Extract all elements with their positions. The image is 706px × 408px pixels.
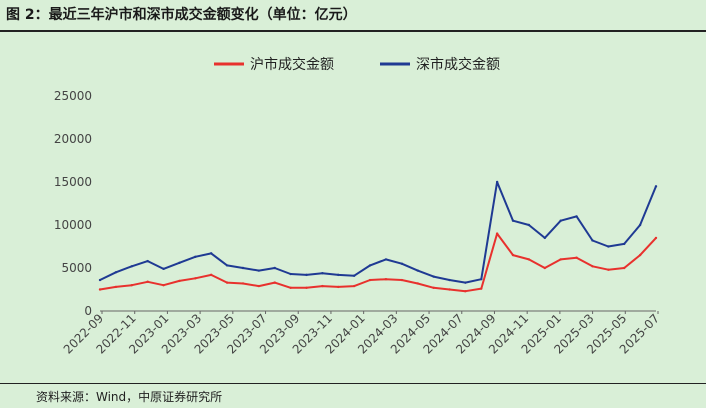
data-point bbox=[638, 253, 642, 257]
top-rule bbox=[0, 30, 706, 32]
data-point bbox=[289, 272, 292, 276]
data-point bbox=[241, 266, 245, 270]
data-point bbox=[98, 278, 102, 282]
data-point bbox=[654, 185, 658, 188]
data-point bbox=[559, 219, 562, 222]
data-point bbox=[241, 282, 245, 285]
data-point bbox=[575, 215, 578, 218]
data-point bbox=[543, 266, 546, 270]
data-point bbox=[368, 278, 372, 282]
data-point bbox=[432, 275, 435, 278]
legend-label-1: 深市成交金额 bbox=[416, 56, 500, 73]
data-point bbox=[368, 264, 372, 267]
data-point bbox=[162, 267, 165, 271]
data-point bbox=[194, 255, 197, 259]
y-tick-label: 15000 bbox=[54, 175, 92, 189]
data-point bbox=[98, 288, 102, 291]
data-point bbox=[162, 284, 165, 287]
data-point bbox=[305, 273, 308, 277]
data-point bbox=[480, 277, 483, 281]
data-point bbox=[527, 223, 531, 227]
data-point bbox=[607, 245, 610, 248]
data-point bbox=[146, 259, 149, 263]
data-point bbox=[130, 265, 133, 268]
bottom-rule bbox=[0, 383, 706, 384]
data-point bbox=[384, 258, 388, 261]
data-point bbox=[130, 284, 133, 287]
data-point bbox=[495, 180, 499, 184]
data-point bbox=[591, 239, 594, 242]
data-point bbox=[352, 284, 356, 288]
data-point bbox=[114, 271, 118, 274]
data-point bbox=[337, 285, 340, 289]
data-point bbox=[495, 232, 499, 235]
data-point bbox=[638, 223, 642, 227]
data-point bbox=[527, 258, 531, 261]
data-point bbox=[114, 285, 118, 289]
data-point bbox=[273, 281, 276, 284]
data-point bbox=[416, 282, 419, 285]
series-line-1 bbox=[99, 181, 657, 284]
legend: 沪市成交金额 深市成交金额 bbox=[214, 56, 500, 73]
data-point bbox=[511, 219, 515, 222]
data-point bbox=[257, 269, 261, 272]
chart-axes: 05000100001500020000250002022-092022-112… bbox=[54, 89, 662, 357]
data-point bbox=[654, 236, 658, 240]
data-point bbox=[257, 284, 261, 288]
data-point bbox=[575, 256, 578, 259]
data-point bbox=[194, 277, 197, 280]
data-point bbox=[543, 236, 546, 240]
data-point bbox=[384, 277, 388, 281]
data-point bbox=[607, 268, 610, 271]
data-point bbox=[448, 278, 451, 282]
y-tick-label: 0 bbox=[84, 304, 92, 318]
y-tick-label: 5000 bbox=[61, 261, 92, 275]
data-point bbox=[210, 252, 213, 255]
data-point bbox=[321, 271, 324, 275]
data-point bbox=[464, 290, 467, 293]
chart-series bbox=[98, 180, 658, 293]
y-tick-label: 20000 bbox=[54, 132, 92, 146]
data-point bbox=[559, 258, 562, 261]
data-point bbox=[591, 265, 594, 268]
data-point bbox=[400, 262, 404, 265]
data-point bbox=[146, 280, 149, 283]
y-tick-label: 25000 bbox=[54, 89, 92, 103]
data-point bbox=[178, 261, 181, 265]
data-point bbox=[416, 269, 419, 272]
legend-label-0: 沪市成交金额 bbox=[250, 56, 334, 73]
data-point bbox=[511, 253, 515, 257]
data-point bbox=[225, 264, 229, 267]
data-point bbox=[337, 273, 340, 277]
data-point bbox=[432, 286, 435, 289]
data-point bbox=[623, 242, 626, 246]
data-point bbox=[225, 281, 229, 284]
data-point bbox=[352, 274, 356, 277]
data-point bbox=[321, 284, 324, 288]
data-point bbox=[210, 273, 213, 277]
data-point bbox=[464, 281, 467, 284]
data-point bbox=[480, 287, 483, 290]
y-tick-label: 10000 bbox=[54, 218, 92, 232]
data-point bbox=[448, 288, 451, 291]
data-point bbox=[623, 266, 626, 270]
data-point bbox=[273, 266, 276, 270]
chart-title: 图 2：最近三年沪市和深市成交金额变化（单位：亿元） bbox=[6, 7, 357, 23]
series-line-0 bbox=[99, 232, 657, 293]
line-chart: 沪市成交金额 深市成交金额 050001000015000200002500020… bbox=[54, 56, 662, 357]
data-point bbox=[178, 279, 181, 283]
data-point bbox=[400, 278, 404, 282]
data-point bbox=[289, 286, 292, 289]
source-note: 资料来源：Wind，中原证券研究所 bbox=[36, 390, 223, 404]
data-point bbox=[305, 286, 308, 289]
